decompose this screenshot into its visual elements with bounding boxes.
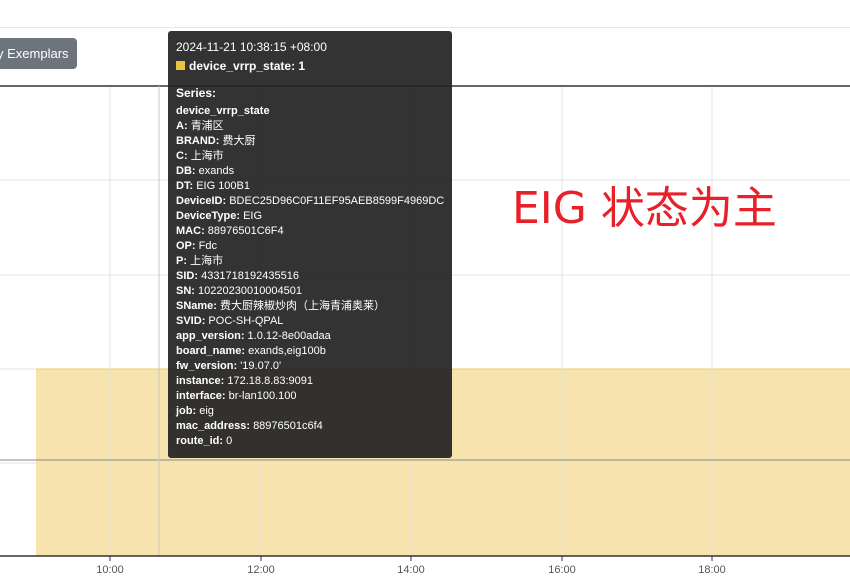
tooltip-label-value: 88976501c6f4 xyxy=(253,420,323,432)
tooltip-label-key: C xyxy=(176,150,184,162)
tooltip-label-value: 1.0.12-8e00adaa xyxy=(247,330,331,342)
tooltip-label-value: 4331718192435516 xyxy=(201,270,299,282)
tooltip-label-row: SVID: POC-SH-QPAL xyxy=(176,315,284,327)
annotation-text: EIG 状态为主 xyxy=(512,183,777,234)
tooltip-label-value: EIG xyxy=(243,210,263,222)
tooltip-label-key: A xyxy=(176,120,184,132)
tooltip-series-name: device_vrrp_state xyxy=(189,59,292,73)
tooltip-label-key: SVID xyxy=(176,315,202,327)
tooltip-label-key: P xyxy=(176,255,184,267)
tooltip-label-key: DB xyxy=(176,165,192,177)
tooltip-label-row: instance: 172.18.8.83:9091 xyxy=(176,375,314,387)
tooltip-label-value: br-lan100.100 xyxy=(228,390,297,402)
tooltip-label-value: exands,eig100b xyxy=(248,345,326,357)
tooltip-label-value: 172.18.8.83:9091 xyxy=(227,375,314,387)
tooltip-label-value: 上海市 xyxy=(190,150,224,162)
tooltip-label-value: 费大厨辣椒炒肉（上海青浦奥莱） xyxy=(220,300,386,312)
tooltip-label-row: SN: 10220230010004501 xyxy=(176,285,303,297)
tooltip-label-value: POC-SH-QPAL xyxy=(208,315,284,327)
tooltip-label-key: instance xyxy=(176,375,221,387)
tooltip-label-value: BDEC25D96C0F11EF95AEB8599F4969DC xyxy=(229,195,445,207)
tooltip-label-key: DeviceID xyxy=(176,195,223,207)
tooltip-label-key: SID xyxy=(176,270,195,282)
hover-tooltip: 2024-11-21 10:38:15 +08:00 device_vrrp_s… xyxy=(168,31,452,458)
tooltip-label-row: DB: exands xyxy=(176,165,235,177)
tooltip-label-value: exands xyxy=(198,165,235,177)
tooltip-label-row: DeviceID: BDEC25D96C0F11EF95AEB8599F4969… xyxy=(176,195,445,207)
tooltip-label-value: 88976501C6F4 xyxy=(207,225,284,237)
tooltip-label-value: 费大厨 xyxy=(222,135,256,147)
tooltip-label-value: 10220230010004501 xyxy=(198,285,303,297)
tooltip-label-row: mac_address: 88976501c6f4 xyxy=(176,420,323,432)
tooltip-label-key: OP xyxy=(176,240,192,252)
tooltip-label-key: job xyxy=(176,405,193,417)
x-axis-ticks: 10:00 12:00 14:00 16:00 18:00 xyxy=(96,556,726,576)
tooltip-label-row: BRAND: 费大厨 xyxy=(176,135,256,147)
tooltip-metric-name: device_vrrp_state xyxy=(176,105,270,117)
tooltip-label-value: 上海市 xyxy=(190,255,224,267)
x-tick-label: 10:00 xyxy=(96,564,124,576)
tooltip-label-key: board_name xyxy=(176,345,242,357)
tooltip-label-value: '19.07.0' xyxy=(240,360,282,372)
tooltip-label-key: app_version xyxy=(176,330,241,342)
tooltip-timestamp: 2024-11-21 10:38:15 +08:00 xyxy=(176,40,327,54)
x-tick-label: 16:00 xyxy=(548,564,576,576)
tooltip-label-key: mac_address xyxy=(176,420,247,432)
tooltip-label-value: Fdc xyxy=(198,240,217,252)
tooltip-value-row: device_vrrp_state: 1 xyxy=(176,59,444,74)
tooltip-label-key: route_id xyxy=(176,435,220,447)
tooltip-label-row: route_id: 0 xyxy=(176,435,233,447)
tooltip-label-key: SN xyxy=(176,285,192,297)
tooltip-label-row: board_name: exands,eig100b xyxy=(176,345,326,357)
tooltip-label-key: fw_version xyxy=(176,360,234,372)
tooltip-label-key: DeviceType xyxy=(176,210,237,222)
series-color-swatch xyxy=(176,61,185,70)
tooltip-label-key: interface xyxy=(176,390,222,402)
tooltip-label-row: SName: 费大厨辣椒炒肉（上海青浦奥莱） xyxy=(176,300,386,312)
tooltip-label-row: A: 青浦区 xyxy=(176,120,224,132)
tooltip-label-value: eig xyxy=(199,405,214,417)
tooltip-label-row: OP: Fdc xyxy=(176,240,217,252)
tooltip-series-value: 1 xyxy=(298,59,306,73)
tooltip-label-row: SID: 4331718192435516 xyxy=(176,270,299,282)
tooltip-label-row: DT: EIG 100B1 xyxy=(176,180,251,192)
tooltip-label-row: DeviceType: EIG xyxy=(176,210,263,222)
toolbar-divider xyxy=(0,27,850,28)
x-tick-label: 14:00 xyxy=(397,564,425,576)
tooltip-label-row: interface: br-lan100.100 xyxy=(176,390,297,402)
show-exemplars-button[interactable]: y Exemplars xyxy=(0,38,77,69)
tooltip-label-row: job: eig xyxy=(176,405,214,417)
x-tick-label: 12:00 xyxy=(247,564,275,576)
tooltip-labels: device_vrrp_state A: 青浦区 BRAND: 费大厨 C: 上海市… xyxy=(176,104,444,449)
x-tick-label: 18:00 xyxy=(698,564,726,576)
tooltip-label-key: DT xyxy=(176,180,190,192)
tooltip-label-row: C: 上海市 xyxy=(176,150,224,162)
tooltip-label-row: MAC: 88976501C6F4 xyxy=(176,225,284,237)
tooltip-label-key: SName xyxy=(176,300,214,312)
tooltip-series-heading: Series: xyxy=(176,86,217,100)
tooltip-label-key: BRAND xyxy=(176,135,216,147)
tooltip-label-row: P: 上海市 xyxy=(176,255,224,267)
tooltip-label-row: fw_version: '19.07.0' xyxy=(176,360,282,372)
tooltip-label-key: MAC xyxy=(176,225,202,237)
tooltip-label-value: EIG 100B1 xyxy=(196,180,251,192)
tooltip-label-value: 0 xyxy=(226,435,233,447)
tooltip-label-value: 青浦区 xyxy=(190,120,224,132)
tooltip-label-row: app_version: 1.0.12-8e00adaa xyxy=(176,330,331,342)
